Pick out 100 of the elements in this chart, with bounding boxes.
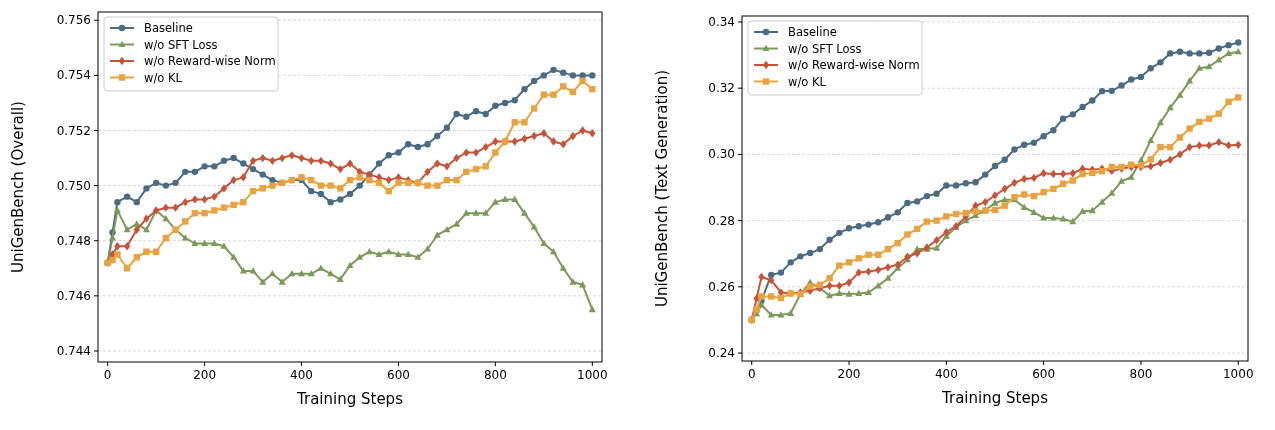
point [1069, 111, 1077, 118]
point [816, 245, 824, 253]
point [875, 219, 882, 226]
point [1011, 146, 1018, 153]
point [1215, 56, 1223, 63]
point [1225, 98, 1232, 105]
point [1147, 65, 1154, 72]
point [884, 263, 892, 272]
point [1079, 103, 1086, 111]
x-axis-title: Training Steps [296, 390, 404, 408]
point [162, 182, 170, 189]
point [434, 159, 441, 168]
point [375, 250, 383, 258]
point [239, 267, 247, 274]
point [1059, 169, 1067, 179]
point [511, 195, 519, 202]
point [211, 192, 218, 201]
point [530, 223, 538, 230]
point [530, 77, 538, 85]
point [1196, 141, 1203, 150]
point [1088, 206, 1096, 214]
point [904, 199, 911, 207]
point [259, 153, 266, 163]
point [540, 72, 548, 79]
point [327, 159, 334, 168]
y-tick-label: 0.746 [56, 288, 91, 303]
point [982, 197, 989, 207]
point [972, 179, 979, 186]
point [1089, 97, 1096, 104]
point [143, 214, 150, 223]
point [797, 253, 804, 260]
point [972, 208, 979, 215]
point [317, 156, 325, 165]
point [346, 190, 354, 198]
point [327, 198, 334, 206]
point [1205, 62, 1213, 70]
point [550, 137, 557, 146]
point [210, 239, 218, 247]
point [278, 278, 286, 285]
point [414, 253, 422, 260]
legend-label: w/o SFT Loss [788, 41, 862, 56]
y-tick-label: 0.748 [56, 233, 91, 248]
point [855, 289, 863, 297]
point [894, 239, 901, 247]
point [443, 124, 451, 131]
point [1215, 137, 1223, 147]
point [317, 190, 325, 198]
point [491, 198, 499, 205]
point [521, 119, 528, 126]
point [220, 184, 228, 193]
point [1108, 87, 1115, 95]
point [501, 99, 509, 107]
point [1147, 162, 1154, 171]
point [143, 185, 150, 192]
point [933, 235, 940, 245]
point [521, 85, 528, 93]
point [1040, 214, 1048, 221]
point [1079, 170, 1086, 178]
point [913, 249, 921, 258]
point [269, 156, 276, 165]
point [492, 149, 499, 156]
point [569, 131, 577, 141]
point [424, 182, 431, 189]
point [114, 242, 121, 251]
point [1050, 127, 1057, 134]
point [982, 171, 989, 178]
point [482, 209, 490, 216]
point [1098, 87, 1106, 95]
point [540, 239, 548, 247]
point [424, 141, 431, 148]
point [864, 288, 873, 296]
point [1225, 41, 1232, 49]
point [1128, 161, 1135, 168]
point [758, 293, 765, 300]
point [933, 244, 941, 251]
point [201, 209, 208, 217]
point [1079, 207, 1087, 214]
point [123, 242, 131, 251]
legend-label: w/o Reward-wise Norm [788, 58, 920, 72]
point [1020, 191, 1028, 198]
x-axis-title: Training Steps [941, 389, 1049, 407]
point [269, 176, 276, 184]
point [201, 163, 208, 170]
point [240, 198, 247, 206]
point [482, 142, 489, 152]
point [327, 182, 334, 189]
point [230, 175, 237, 185]
point [453, 110, 460, 118]
point [230, 253, 238, 260]
point [530, 131, 538, 141]
point [501, 195, 509, 202]
y-tick-label: 0.754 [56, 68, 91, 83]
point [540, 91, 548, 98]
point [385, 152, 392, 159]
point [943, 228, 950, 237]
point [220, 204, 228, 211]
point [1117, 177, 1126, 184]
point [172, 203, 179, 212]
point [123, 193, 131, 200]
point [211, 207, 218, 214]
